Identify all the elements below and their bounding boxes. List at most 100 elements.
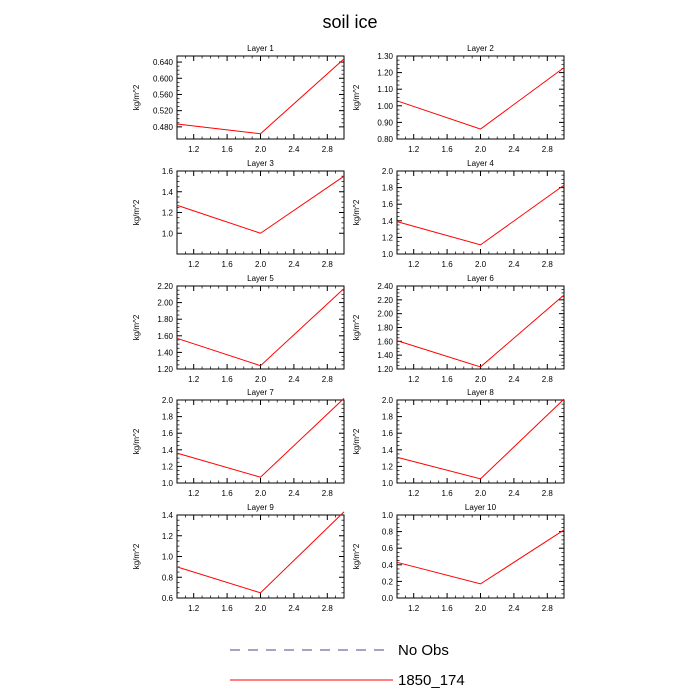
y-tick-label: 2.00 — [377, 310, 393, 319]
y-tick-label: 2.00 — [157, 299, 173, 308]
panel-layer-6: Layer 6 kg/m^2 1.2 1.6 2.0 2.4 2.8 1.20 1.40 1.60… — [352, 274, 565, 384]
x-tick-label: 2.4 — [508, 489, 520, 498]
panel-layer-9: Layer 9 kg/m^2 1.2 1.6 2.0 2.4 2.8 0.6 0.8 1.0 1.2… — [132, 503, 345, 613]
y-tick-label: 1.0 — [162, 229, 174, 238]
x-tick-label: 2.0 — [255, 145, 267, 154]
y-tick-label: 1.20 — [157, 365, 173, 374]
panel-title: Layer 1 — [247, 44, 274, 53]
x-tick-label: 2.4 — [508, 604, 520, 613]
x-tick-label: 2.8 — [542, 375, 554, 384]
y-tick-label: 1.2 — [382, 233, 394, 242]
y-tick-label: 1.80 — [377, 324, 393, 333]
x-tick-label: 2.8 — [322, 260, 334, 269]
plot-frame — [176, 285, 345, 370]
x-tick-label: 1.6 — [442, 260, 454, 269]
x-tick-label: 2.8 — [322, 604, 334, 613]
panel-layer-1: Layer 1 kg/m^2 1.2 1.6 2.0 2.4 2.8 0.480 0.520 0.… — [132, 44, 345, 154]
x-tick-label: 1.2 — [188, 145, 200, 154]
y-tick-label: 2.20 — [157, 282, 173, 291]
y-tick-label: 0.2 — [382, 577, 394, 586]
y-tick-label: 1.40 — [377, 351, 393, 360]
plot-frame — [176, 170, 345, 255]
x-tick-label: 2.0 — [475, 145, 487, 154]
panel-layer-5: Layer 5 kg/m^2 1.2 1.6 2.0 2.4 2.8 1.20 1.40 1.60… — [132, 274, 345, 384]
y-axis-label: kg/m^2 — [132, 428, 141, 454]
y-tick-label: 1.6 — [162, 167, 174, 176]
y-tick-label: 0.600 — [153, 74, 174, 83]
y-tick-label: 1.2 — [162, 462, 174, 471]
x-tick-label: 1.6 — [442, 604, 454, 613]
series-line-1850-174 — [176, 288, 345, 367]
y-tick-label: 1.2 — [162, 532, 174, 541]
y-tick-label: 0.560 — [153, 90, 174, 99]
y-tick-label: 0.8 — [162, 573, 174, 582]
y-tick-label: 1.10 — [377, 85, 393, 94]
plot-frame — [396, 170, 565, 255]
x-tick-label: 2.0 — [255, 604, 267, 613]
panel-title: Layer 6 — [467, 274, 494, 283]
plot-frame — [396, 514, 565, 599]
x-tick-label: 2.8 — [542, 489, 554, 498]
x-tick-label: 2.8 — [322, 375, 334, 384]
y-tick-label: 1.6 — [382, 429, 394, 438]
y-axis-label: kg/m^2 — [132, 543, 141, 569]
y-tick-label: 1.60 — [377, 337, 393, 346]
panel-title: Layer 8 — [467, 388, 494, 397]
y-tick-label: 2.0 — [162, 396, 174, 405]
series-line-1850-174 — [176, 58, 345, 135]
figure-title: soil ice — [322, 12, 377, 32]
x-tick-label: 1.2 — [408, 375, 420, 384]
y-tick-label: 1.8 — [382, 184, 394, 193]
x-tick-label: 2.8 — [542, 260, 554, 269]
y-axis-label: kg/m^2 — [132, 314, 141, 340]
x-tick-label: 1.6 — [222, 375, 234, 384]
x-tick-label: 2.8 — [542, 145, 554, 154]
series-line-1850-174 — [396, 67, 565, 130]
panel-layer-7: Layer 7 kg/m^2 1.2 1.6 2.0 2.4 2.8 1.0 1.2 1.4 1.6… — [132, 388, 345, 498]
x-tick-label: 2.4 — [288, 145, 300, 154]
y-axis-label: kg/m^2 — [352, 84, 361, 110]
x-tick-label: 1.2 — [408, 145, 420, 154]
y-tick-label: 2.0 — [382, 167, 394, 176]
y-tick-label: 1.80 — [157, 315, 173, 324]
y-tick-label: 2.0 — [382, 396, 394, 405]
x-tick-label: 2.4 — [288, 489, 300, 498]
series-line-1850-174 — [176, 397, 345, 478]
y-tick-label: 2.40 — [377, 282, 393, 291]
x-tick-label: 2.4 — [288, 375, 300, 384]
x-tick-label: 2.4 — [508, 375, 520, 384]
series-line-1850-174 — [396, 184, 565, 246]
series-line-1850-174 — [176, 175, 345, 234]
plot-frame — [396, 55, 565, 140]
y-axis-label: kg/m^2 — [132, 199, 141, 225]
panel-layer-2: Layer 2 kg/m^2 1.2 1.6 2.0 2.4 2.8 0.80 0.90 1.00… — [352, 44, 565, 154]
y-axis-label: kg/m^2 — [352, 199, 361, 225]
y-tick-label: 1.2 — [162, 209, 174, 218]
panel-layer-3: Layer 3 kg/m^2 1.2 1.6 2.0 2.4 2.8 1.0 1.2 1.4 1.6 — [132, 159, 345, 269]
panel-title: Layer 3 — [247, 159, 274, 168]
x-tick-label: 1.2 — [188, 604, 200, 613]
legend: No Obs 1850_174 — [230, 642, 465, 689]
y-tick-label: 1.30 — [377, 52, 393, 61]
y-tick-label: 1.0 — [382, 479, 394, 488]
y-tick-label: 1.40 — [157, 348, 173, 357]
x-tick-label: 1.6 — [222, 489, 234, 498]
panel-title: Layer 2 — [467, 44, 494, 53]
panel-title: Layer 9 — [247, 503, 274, 512]
y-tick-label: 1.4 — [162, 188, 174, 197]
x-tick-label: 2.8 — [322, 489, 334, 498]
y-tick-label: 1.6 — [162, 429, 174, 438]
series-line-1850-174 — [396, 398, 565, 480]
y-tick-label: 1.00 — [377, 102, 393, 111]
x-tick-label: 2.0 — [255, 489, 267, 498]
y-tick-label: 1.20 — [377, 365, 393, 374]
panel-title: Layer 4 — [467, 159, 494, 168]
x-tick-label: 1.6 — [442, 489, 454, 498]
y-tick-label: 1.4 — [382, 217, 394, 226]
y-tick-label: 1.4 — [162, 511, 174, 520]
x-tick-label: 2.4 — [508, 145, 520, 154]
x-tick-label: 2.8 — [322, 145, 334, 154]
panel-layer-4: Layer 4 kg/m^2 1.2 1.6 2.0 2.4 2.8 1.0 1.2 1.4 1.6… — [352, 159, 565, 269]
x-tick-label: 1.6 — [222, 145, 234, 154]
